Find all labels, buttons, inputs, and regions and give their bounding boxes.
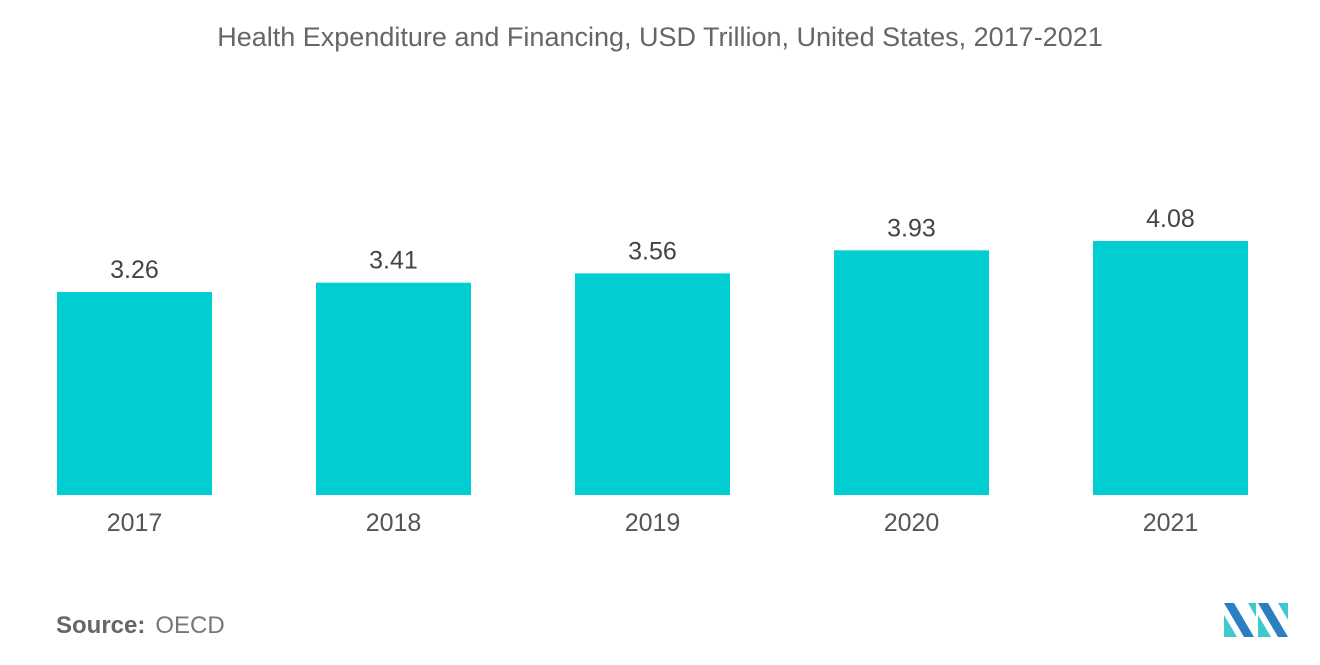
bar-2021	[1093, 241, 1248, 495]
value-label: 4.08	[1146, 205, 1195, 233]
bar-chart: 3.26 2017 3.41 2018 3.56 2019 3.93 2020 4.08 2021	[57, 205, 1248, 537]
bar-2018	[316, 282, 471, 495]
chart-title: Health Expenditure and Financing, USD Tr…	[217, 22, 1103, 52]
x-tick-label: 2018	[366, 509, 422, 537]
x-tick-label: 2021	[1143, 509, 1199, 537]
value-label: 3.93	[887, 214, 936, 242]
value-label: 3.26	[110, 256, 159, 284]
brand-logo	[1224, 603, 1288, 637]
value-label: 3.41	[369, 247, 418, 275]
bar-2019	[575, 273, 730, 495]
bar-2020	[834, 250, 989, 495]
x-tick-label: 2020	[884, 509, 940, 537]
source-value: OECD	[155, 612, 225, 639]
source-label: Source:	[56, 612, 146, 639]
value-label: 3.56	[628, 237, 677, 265]
x-tick-label: 2017	[107, 509, 163, 537]
source-note: Source: OECD	[56, 612, 225, 640]
bar-2017	[57, 292, 212, 495]
x-tick-label: 2019	[625, 509, 681, 537]
